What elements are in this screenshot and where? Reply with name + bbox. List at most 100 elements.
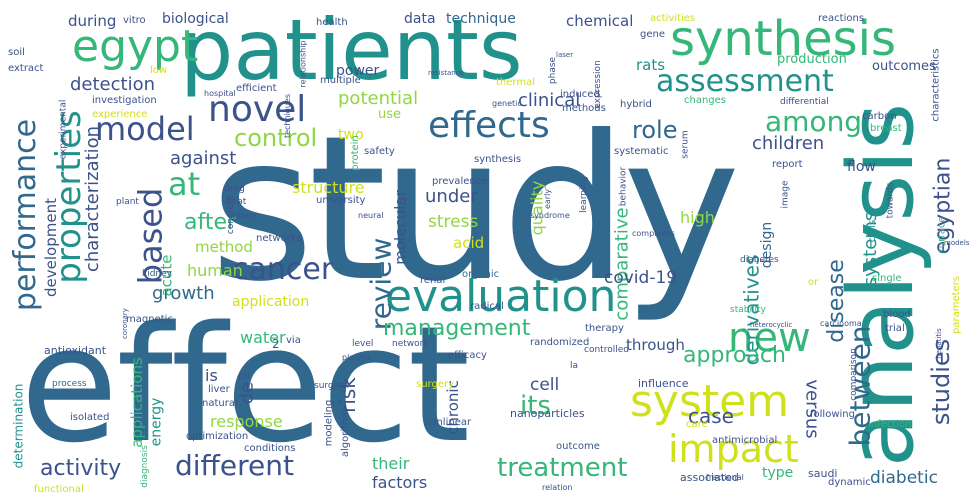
word-plant: plant xyxy=(116,197,139,207)
word-cells: cells xyxy=(867,219,879,243)
word-urinary: urinary xyxy=(228,211,257,220)
word-diagnosis: diagnosis xyxy=(139,445,150,488)
word-production: production xyxy=(777,52,847,67)
word-activities: activities xyxy=(650,13,696,24)
word-radical: radical xyxy=(470,301,504,312)
word-conditions: conditions xyxy=(244,443,296,454)
word-university: university xyxy=(316,195,366,206)
word-organic: organic xyxy=(462,269,500,280)
word-systematic: systematic xyxy=(614,146,669,157)
word-la: la xyxy=(570,361,579,371)
word-towards: towards xyxy=(885,182,896,219)
word-their: their xyxy=(372,454,410,473)
word-models: models xyxy=(944,239,970,247)
word-heat: heat xyxy=(226,197,247,207)
word-magnetic: magnetic xyxy=(126,314,173,325)
word-experimental: experimental xyxy=(58,99,69,160)
word-laser: laser xyxy=(556,51,574,59)
word-carbon: carbon xyxy=(862,111,897,122)
word-methods: methods xyxy=(562,103,606,114)
word-low: low xyxy=(150,65,168,76)
word-different: different xyxy=(175,449,294,482)
word-comparison: comparison xyxy=(848,348,859,401)
word-influence: influence xyxy=(638,377,689,390)
word-prevalence: prevalence xyxy=(432,176,488,187)
word-early: early xyxy=(543,188,553,210)
word-hybrid: hybrid xyxy=(620,99,652,110)
word-use: use xyxy=(378,107,402,122)
word-high: high xyxy=(680,208,715,227)
word-characterization: characterization xyxy=(82,125,104,273)
word-drug: drug xyxy=(224,184,245,194)
word-activity: activity xyxy=(40,456,122,481)
word-assessment: assessment xyxy=(656,64,834,99)
word-natural: natural xyxy=(202,398,238,409)
word-behavior: behavior xyxy=(618,166,629,207)
word-human: human xyxy=(187,261,243,280)
word-application: application xyxy=(232,294,310,310)
word-covid-19: covid-19 xyxy=(604,268,678,288)
word-comparative: comparative xyxy=(611,207,633,321)
word-investigation: investigation xyxy=(92,95,157,106)
word-optimization: optimization xyxy=(186,431,249,442)
word-during: during xyxy=(68,12,117,30)
word-outcome: outcome xyxy=(556,441,600,452)
word-carcinoma: carcinoma xyxy=(820,319,862,328)
word-randomized: randomized xyxy=(530,337,590,348)
word-treatment: treatment xyxy=(497,453,628,483)
word-induced: induced xyxy=(560,89,600,100)
word-synthesis-small: synthesis xyxy=(474,154,522,165)
word-vitro: vitro xyxy=(123,15,146,26)
word-or: or xyxy=(808,277,819,288)
word-antioxidant: antioxidant xyxy=(44,344,107,357)
word-stress: stress xyxy=(428,212,479,232)
word-syndrome: syndrome xyxy=(530,211,570,220)
word-children: children xyxy=(752,133,825,154)
word-relation: relation xyxy=(542,483,573,492)
word-technique: technique xyxy=(446,11,516,27)
word-multiple: multiple xyxy=(320,75,361,86)
word-management: management xyxy=(383,316,531,341)
word-learning: learning xyxy=(578,176,589,213)
word-breast: breast xyxy=(870,123,902,134)
word-chemical: chemical xyxy=(566,12,634,30)
word-acid: acid xyxy=(453,234,485,252)
word-care: care xyxy=(686,419,708,430)
word-evaluation: evaluation xyxy=(385,271,617,322)
word-system: system xyxy=(630,376,790,427)
word-report: report xyxy=(772,159,803,170)
word-case: case xyxy=(688,404,734,428)
word-detection: detection xyxy=(70,74,156,95)
word-isolated: isolated xyxy=(70,412,110,423)
word-diabetes: diabetes xyxy=(740,255,779,265)
word-blood: blood xyxy=(883,309,911,320)
word-growth: growth xyxy=(152,283,215,304)
word-via: via xyxy=(286,335,301,346)
word-synthesis: synthesis xyxy=(670,11,896,67)
word-2: 2 xyxy=(272,337,280,351)
word-de: de xyxy=(236,381,258,405)
word-surgical: surgical xyxy=(314,381,350,391)
word-novel: novel xyxy=(208,89,307,130)
word-after: after xyxy=(184,210,237,235)
word-level: level xyxy=(352,339,374,349)
word-controlled: controlled xyxy=(584,345,629,355)
word-diabetic: diabetic xyxy=(870,468,938,488)
word-functional: functional xyxy=(34,484,84,495)
word-approach: approach xyxy=(683,343,786,368)
word-efficacy: efficacy xyxy=(448,350,487,361)
word-structure: structure xyxy=(292,178,365,197)
word-dynamic: dynamic xyxy=(828,477,871,488)
word-outcomes: outcomes xyxy=(872,59,936,74)
word-stability: stability xyxy=(730,305,766,315)
word-network: network xyxy=(392,339,429,349)
word-role: role xyxy=(632,116,678,144)
word-flow: flow xyxy=(847,159,876,175)
word-trial: trial xyxy=(885,323,905,334)
word-characteristics: characteristics xyxy=(930,48,942,122)
word-hospital: hospital xyxy=(204,89,236,98)
word-effect: effect xyxy=(20,291,470,478)
word-control: control xyxy=(234,124,318,152)
word-patients: patients xyxy=(180,1,523,99)
word-serum: serum xyxy=(680,130,691,159)
